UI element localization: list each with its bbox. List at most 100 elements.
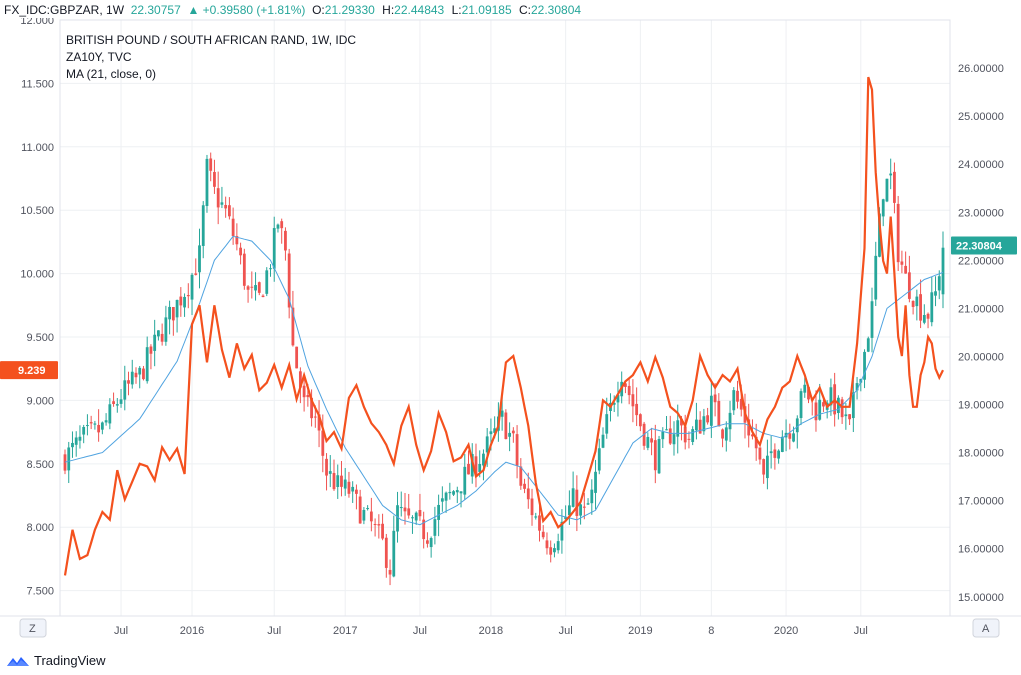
right-tick-label: 23.00000 (958, 207, 1004, 219)
candle-body (594, 471, 597, 493)
candle-body (231, 218, 235, 237)
candle-body (227, 205, 231, 217)
left-scale-mode-button[interactable]: Z (19, 618, 47, 638)
tradingview-brand[interactable]: TradingView (34, 653, 106, 668)
right-scale-mode-label[interactable]: A (982, 623, 990, 635)
left-tick-label: 7.500 (26, 586, 54, 598)
candle-body (452, 491, 455, 495)
candle-body (777, 450, 781, 459)
candle-body (306, 395, 310, 398)
candle-body (706, 415, 710, 423)
candle-body (138, 367, 142, 375)
candle-body (672, 434, 676, 445)
price-chart[interactable]: 12.000 11.500 11.000 10.500 10.000 9.500 9.000… (0, 18, 1021, 648)
candle-body (67, 447, 71, 471)
candle-body (328, 471, 332, 474)
candle-body (766, 455, 769, 479)
legend-compare[interactable]: ZA10Y, TVC (66, 50, 132, 64)
time-tick-label: 8 (708, 625, 714, 637)
candle-body (123, 380, 127, 400)
candle-body (590, 489, 594, 504)
symbol-title[interactable]: FX_IDC:GBPZAR, 1W (4, 3, 125, 17)
candle-body (403, 507, 407, 512)
left-tick-label: 9.500 (26, 332, 54, 344)
candle-body (717, 400, 721, 427)
candle-body (545, 540, 549, 549)
candle-body (242, 253, 246, 286)
candle-body (358, 496, 362, 524)
candle-body (508, 432, 512, 437)
right-scale-mode-button[interactable]: A (972, 618, 1000, 638)
right-tick-label: 16.00000 (958, 544, 1004, 556)
candle-body (343, 479, 347, 489)
candle-body (261, 295, 265, 298)
candle-body (855, 383, 859, 391)
left-scale-mode-label[interactable]: Z (29, 623, 36, 635)
za10y-line (63, 76, 944, 576)
candle-body (732, 390, 736, 411)
low-value: 21.09185 (461, 3, 512, 17)
candle-body (840, 399, 844, 418)
candle-body (160, 333, 164, 342)
tradingview-logo-icon[interactable] (6, 653, 30, 669)
candle-body (287, 253, 291, 308)
chart-grid (60, 19, 950, 616)
close-value: 22.30804 (531, 3, 582, 17)
candle-body (355, 489, 358, 494)
candle-body (769, 451, 773, 454)
right-price-axis[interactable]: 26.00000 25.00000 24.00000 23.00000 22.00000… (958, 63, 1004, 604)
candle-body (89, 422, 93, 424)
candle-body (213, 171, 216, 187)
candle-body (676, 420, 680, 437)
candle-body (485, 436, 489, 453)
candle-body (523, 483, 526, 489)
candle-body (336, 475, 340, 487)
candle-body (624, 383, 627, 387)
candle-body (291, 307, 295, 346)
right-tick-label: 26.00000 (958, 63, 1004, 75)
candle-body (814, 402, 818, 421)
time-axis[interactable]: Jul 2016 Jul 2017 Jul 2018 Jul 2019 8 2020 Jul (114, 625, 868, 637)
candle-body (82, 426, 86, 435)
candle-body (115, 404, 119, 406)
ma-line (64, 235, 944, 526)
right-scale-mode-button-bg[interactable] (972, 618, 1000, 638)
candle-body (889, 173, 893, 176)
candle-body (78, 436, 82, 441)
left-price-axis[interactable]: 12.000 11.500 11.000 10.500 10.000 9.500 9.000… (20, 18, 54, 598)
candle-body (377, 524, 381, 526)
candle-body (418, 509, 422, 517)
candle-body (257, 282, 261, 293)
candle-body (198, 245, 201, 273)
candle-body (919, 294, 922, 321)
candle-body (362, 509, 366, 521)
candle-body (325, 458, 328, 476)
candle-body (482, 453, 485, 466)
candle-body (224, 204, 228, 209)
candle-body (526, 488, 530, 500)
candle-body (795, 418, 799, 433)
candle-body (388, 569, 392, 575)
candle-body (758, 447, 762, 460)
left-scale-mode-button-bg[interactable] (19, 618, 47, 638)
candle-body (915, 296, 919, 307)
candle-body (780, 436, 784, 452)
candle-body (298, 371, 302, 388)
candle-body (941, 247, 945, 295)
legend-indicator[interactable]: MA (21, close, 0) (66, 67, 156, 81)
candle-body (444, 492, 448, 501)
right-tick-label: 24.00000 (958, 159, 1004, 171)
right-tick-label: 15.00000 (958, 592, 1004, 604)
candle-body (680, 418, 683, 426)
candle-body (373, 524, 377, 526)
candle-body (564, 516, 568, 520)
candle-body (459, 491, 463, 494)
candle-body (351, 486, 355, 492)
candle-body (104, 420, 108, 423)
candle-body (119, 399, 123, 404)
candle-body (665, 429, 668, 431)
candle-body (157, 330, 160, 337)
open-value: 21.29330 (324, 3, 375, 17)
candle-body (788, 433, 792, 439)
candle-body (579, 504, 582, 516)
